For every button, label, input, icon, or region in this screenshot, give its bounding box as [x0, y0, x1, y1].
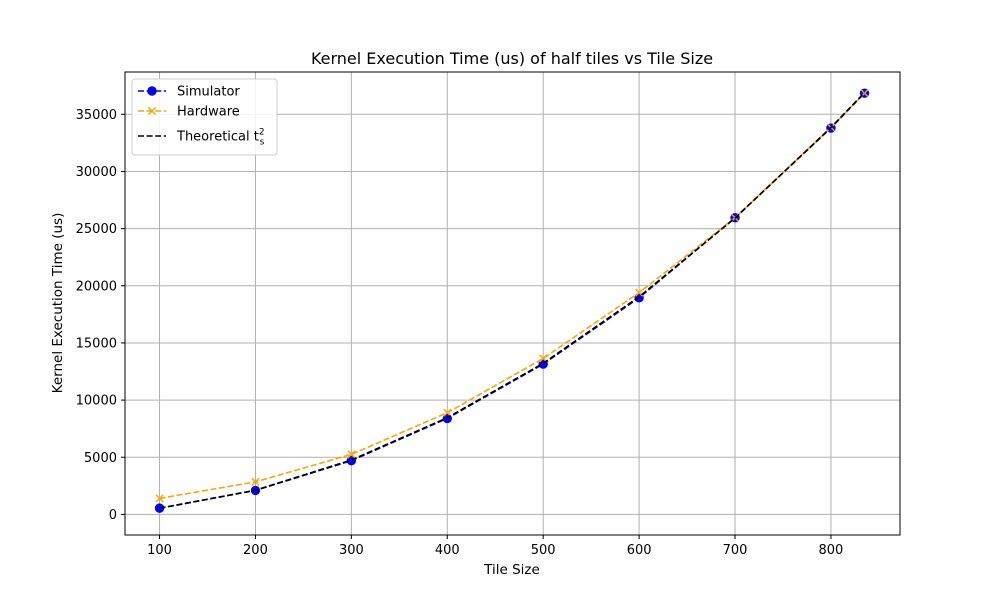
- x-tick-label: 700: [723, 543, 748, 558]
- y-tick-label: 0: [109, 508, 117, 523]
- y-axis-label: Kernel Execution Time (us): [50, 213, 66, 394]
- y-tick-label: 5000: [84, 451, 117, 466]
- y-tick-label: 30000: [76, 165, 117, 180]
- x-marker-stroke: [147, 106, 157, 116]
- x-axis-ticks: 100 200 300 400 500 600 700 800: [147, 535, 843, 558]
- x-marker-stroke: [347, 450, 356, 459]
- x-tick-label: 600: [627, 543, 652, 558]
- legend-swatch-marker: [147, 106, 157, 116]
- y-tick-label: 15000: [76, 336, 117, 351]
- legend-entry: Theoretical t2 s: [138, 128, 265, 148]
- data-point: [347, 450, 356, 459]
- legend-entry: Hardware: [138, 105, 240, 120]
- plot-frame: [124, 71, 901, 536]
- x-tick-label: 800: [819, 543, 844, 558]
- data-point: [155, 494, 164, 503]
- x-marker-stroke: [635, 288, 644, 297]
- chart-title: Kernel Execution Time (us) of half tiles…: [311, 49, 713, 68]
- x-tick-label: 100: [147, 543, 172, 558]
- series-layer: [154, 88, 870, 513]
- y-tick-label: 10000: [76, 394, 117, 409]
- y-axis-ticks: 0 5000 10000 15000 20000 25000 30000 35000: [76, 108, 125, 523]
- y-tick-label: 25000: [76, 222, 117, 237]
- x-marker-stroke: [443, 408, 452, 417]
- legend: Simulator Hardware Theoretical t2 s: [131, 78, 278, 156]
- x-marker-stroke: [539, 354, 548, 363]
- x-tick-label: 500: [531, 543, 556, 558]
- x-axis-label: Tile Size: [483, 562, 540, 578]
- x-marker-stroke: [155, 494, 164, 503]
- data-point: [251, 477, 260, 486]
- series-2: [159, 92, 866, 510]
- data-point: [443, 408, 452, 417]
- legend-box: [131, 78, 278, 156]
- x-tick-label: 300: [339, 543, 364, 558]
- grid-lines: [125, 72, 900, 535]
- x-tick-label: 400: [435, 543, 460, 558]
- x-marker-stroke: [251, 477, 260, 486]
- legend-label: Hardware: [177, 105, 240, 120]
- legend-entry: Simulator: [138, 85, 240, 100]
- data-point: [635, 288, 644, 297]
- legend-label: Simulator: [177, 85, 240, 100]
- legend-label: Theoretical t2 s: [176, 128, 265, 148]
- x-tick-label: 200: [243, 543, 268, 558]
- series-line: [159, 92, 866, 510]
- legend-swatch-marker: [147, 86, 157, 96]
- y-tick-label: 35000: [76, 108, 117, 123]
- y-tick-label: 20000: [76, 279, 117, 294]
- series-line: [159, 92, 866, 500]
